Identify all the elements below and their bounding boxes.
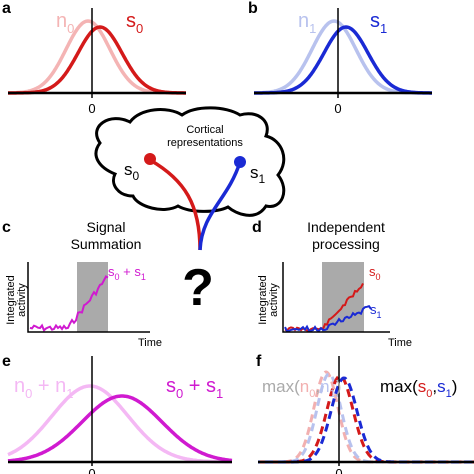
- panel-f-max-signal-label: max(s0,s1): [380, 377, 457, 400]
- panel-b-letter: b: [248, 0, 258, 17]
- panel-c-letter: c: [2, 219, 11, 236]
- panel-f-letter: f: [256, 353, 262, 370]
- panel-e-noise-curve: [7, 384, 232, 464]
- panel-f-tick-label: 0: [335, 466, 342, 474]
- panel-d-s1-trace: [284, 305, 372, 333]
- s1-node: [234, 156, 246, 168]
- panel-a-tick-label: 0: [88, 101, 95, 116]
- s0-pathway: [149, 158, 202, 251]
- panel-c-title-line2: Summation: [71, 236, 142, 252]
- brain-outline: [94, 106, 286, 217]
- panel-d-ylabel-line2: activity: [268, 283, 280, 317]
- panel-d-s1-label: s1: [370, 302, 382, 320]
- panel-c-summed-trace: [29, 275, 109, 332]
- panel-e-letter: e: [2, 353, 11, 370]
- panel-d-xlabel: Time: [388, 337, 412, 349]
- panel-c-stimulus-window: [77, 262, 108, 332]
- panel-a-letter: a: [2, 0, 11, 17]
- panel-d-ylabel-line1: Integrated: [257, 275, 269, 325]
- panel-a-noise-curve: [8, 19, 186, 95]
- brain-label-line2: representations: [167, 137, 243, 149]
- panel-a-signal-label: s0: [126, 10, 143, 36]
- panel-e-signal-label: s0 + s1: [166, 375, 223, 401]
- panel-e-signal-curve: [7, 394, 233, 463]
- panel-b-noise-label: n1: [298, 10, 316, 36]
- panel-c-trace-label: s0 + s1: [108, 264, 146, 282]
- s0-node: [144, 153, 156, 165]
- panel-b-tick-label: 0: [334, 101, 341, 116]
- panel-f: f 0 max(n0,n1) max(s0,s1): [256, 353, 474, 474]
- panel-c-title-line1: Signal: [87, 219, 126, 235]
- panel-d-s0-label: s0: [369, 264, 381, 282]
- panel-e-noise-label: n0 + n1: [14, 375, 74, 401]
- panel-b-signal-label: s1: [370, 10, 387, 36]
- panel-a: a 0 n0 s0: [2, 0, 186, 116]
- brain-diagram: Cortical representations s0 s1 ?: [94, 106, 286, 317]
- panel-a-noise-label: n0: [56, 10, 74, 36]
- panel-f-max-noise-label: max(n0,n1): [262, 377, 341, 400]
- question-mark: ?: [182, 259, 214, 317]
- panel-d-title-line1: Independent: [307, 219, 385, 235]
- panel-b-noise-curve: [254, 19, 432, 95]
- panel-c: c Signal Summation Integrated activity T…: [2, 219, 162, 349]
- panel-d: d Independent processing Integrated acti…: [252, 219, 412, 349]
- panel-c-ylabel-line1: Integrated: [5, 275, 17, 325]
- panel-d-s0-trace: [284, 282, 364, 332]
- s0-node-label: s0: [124, 160, 140, 183]
- panel-b: b 0 n1 s1: [248, 0, 432, 116]
- panel-c-xlabel: Time: [138, 337, 162, 349]
- panel-c-ylabel-line2: activity: [16, 283, 28, 317]
- panel-e-tick-label: 0: [88, 466, 95, 474]
- panel-c-axes: [27, 262, 150, 333]
- panel-b-signal-curve: [254, 25, 432, 95]
- panel-a-signal-curve: [8, 25, 186, 95]
- panel-d-axes: [282, 262, 390, 333]
- brain-label-line1: Cortical: [186, 124, 223, 136]
- s1-node-label: s1: [250, 163, 266, 186]
- s1-pathway: [198, 161, 242, 251]
- panel-d-title-line2: processing: [312, 236, 380, 252]
- panel-d-letter: d: [252, 219, 262, 236]
- panel-e: e 0 n0 + n1 s0 + s1: [2, 353, 233, 474]
